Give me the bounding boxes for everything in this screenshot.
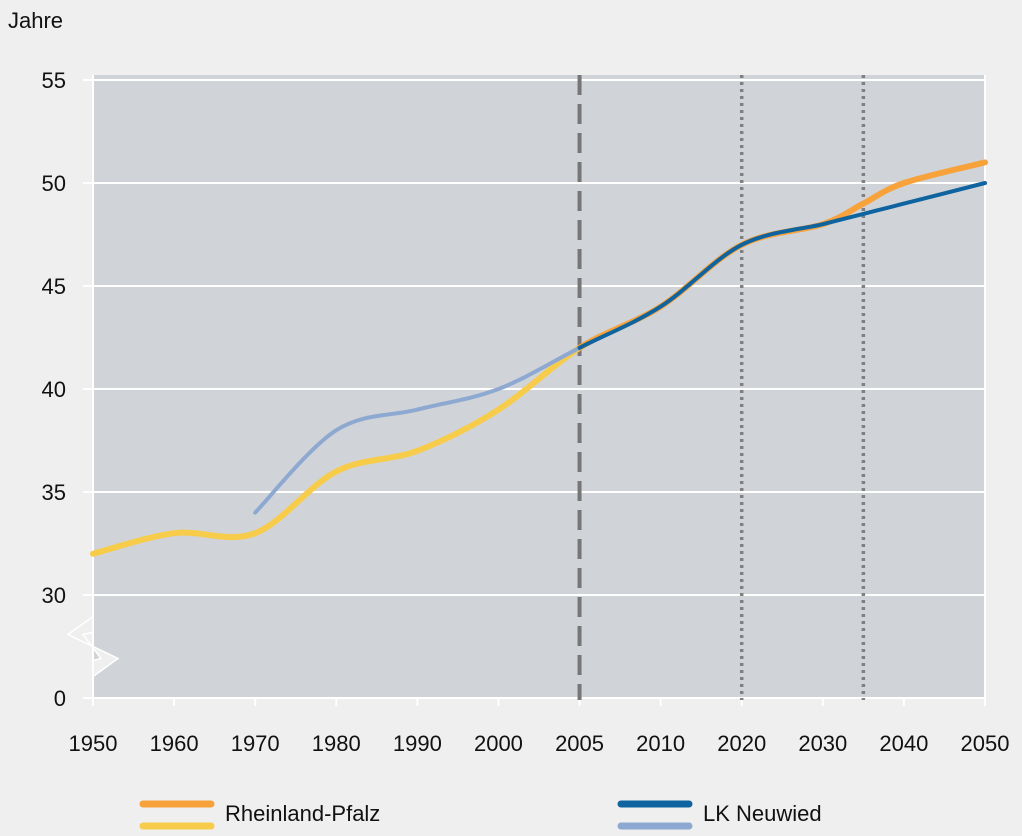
- series-line-history: [253, 345, 582, 515]
- x-tick-label: 2030: [798, 731, 847, 756]
- x-tick-label: 1990: [393, 731, 442, 756]
- legend-label: LK Neuwied: [703, 801, 822, 826]
- plot-area: [93, 75, 985, 698]
- x-tick-label: 1950: [69, 731, 118, 756]
- x-tick-label: 2005: [555, 731, 604, 756]
- y-tick-label: 45: [42, 274, 66, 299]
- y-tick-label: 40: [42, 377, 66, 402]
- x-tick-label: 2040: [879, 731, 928, 756]
- axis-break: [66, 615, 120, 678]
- y-tick-label: 35: [42, 480, 66, 505]
- x-tick-label: 1980: [312, 731, 361, 756]
- y-tick-label: 0: [54, 686, 66, 711]
- series-line-projection: [577, 181, 987, 350]
- y-tick-label: 30: [42, 583, 66, 608]
- y-axis-label: Jahre: [8, 8, 63, 33]
- x-tick-label: 1970: [231, 731, 280, 756]
- x-tick-label: 2010: [636, 731, 685, 756]
- x-tick-label: 2000: [474, 731, 523, 756]
- legend-label: Rheinland-Pfalz: [225, 801, 380, 826]
- y-tick-label: 55: [42, 68, 66, 93]
- x-tick-label: 2020: [717, 731, 766, 756]
- y-tick-label: 50: [42, 171, 66, 196]
- x-tick-label: 1960: [150, 731, 199, 756]
- x-tick-label: 2050: [961, 731, 1010, 756]
- series-line-history: [90, 344, 583, 557]
